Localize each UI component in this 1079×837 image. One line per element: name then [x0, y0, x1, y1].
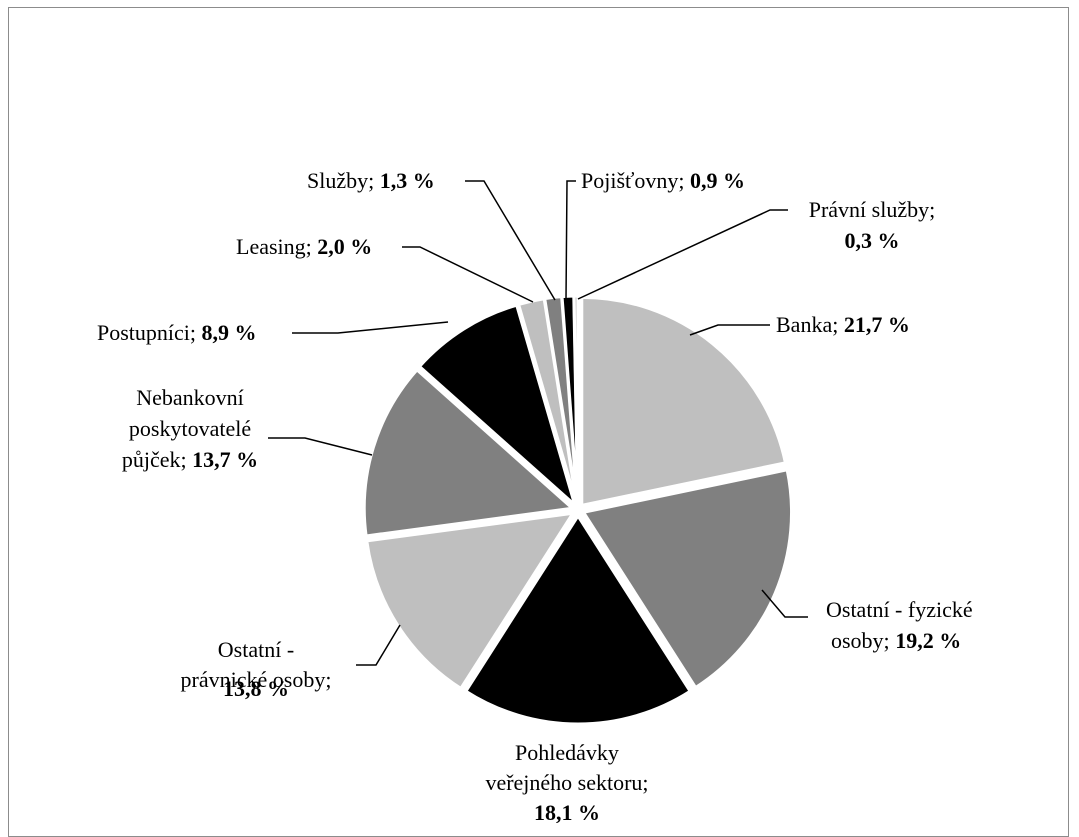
svg-text:veřejného sektoru;: veřejného sektoru;	[485, 770, 648, 795]
label-verejny-sektor: Pohledávky veřejného sektoru; 18,1 %	[485, 740, 648, 823]
svg-text:osoby; 19,2 %: osoby; 19,2 %	[831, 628, 961, 653]
leader-line-fyzicke	[761, 589, 808, 618]
label-nebankovni: Nebankovní poskytovatelé půjček; 13,7 %	[122, 385, 258, 472]
leader-line-sluzby	[465, 180, 556, 301]
label-fyzicke-osoby: Ostatní - fyzické osoby; 19,2 %	[826, 597, 973, 653]
pie-slices	[362, 294, 793, 726]
svg-text:Ostatní -: Ostatní -	[218, 637, 294, 662]
label-banka: Banka; 21,7 %	[776, 312, 910, 337]
leader-line-postupnici	[292, 321, 449, 334]
svg-text:0,3 %: 0,3 %	[845, 228, 900, 253]
leader-line-leasing	[402, 246, 534, 303]
label-leasing: Leasing; 2,0 %	[236, 234, 372, 259]
svg-text:půjček; 13,7 %: půjček; 13,7 %	[122, 447, 258, 472]
pie-slice-pr-vn-slu-by	[572, 294, 580, 505]
svg-text:Pohledávky: Pohledávky	[515, 740, 619, 765]
svg-text:13,8 %: 13,8 %	[223, 676, 289, 701]
leader-line-banka	[689, 324, 770, 336]
label-pravni-sluzby: Právní služby; 0,3 %	[809, 197, 936, 253]
pie-slice-postupn-ci	[417, 303, 578, 510]
label-pojistovny: Pojišťovny; 0,9 %	[581, 168, 745, 193]
leader-lines	[268, 180, 808, 666]
svg-text:Právní služby;: Právní služby;	[809, 197, 936, 222]
leader-line-nebankovni	[268, 437, 373, 456]
pie-slice-ostatn-fyzick-osoby	[581, 468, 793, 690]
label-sluzby: Služby; 1,3 %	[307, 168, 435, 193]
pie-slice-pohled-vky-ve-ejn-ho-sektoru	[463, 513, 693, 726]
pie-slice-ostatn-pr-vnick-osoby	[365, 511, 576, 691]
label-postupnici: Postupníci; 8,9 %	[97, 320, 257, 345]
label-pravnicke-osoby: Ostatní - právnické osoby; 13,8 %	[181, 637, 332, 701]
svg-text:poskytovatelé: poskytovatelé	[129, 416, 251, 441]
svg-text:Nebankovní: Nebankovní	[136, 385, 244, 410]
leader-line-pravni-sluzby	[577, 209, 788, 300]
svg-text:Ostatní - fyzické: Ostatní - fyzické	[826, 597, 973, 622]
leader-line-pojistovny	[565, 180, 576, 300]
svg-text:právnické osoby;: právnické osoby;	[181, 667, 332, 692]
svg-text:18,1 %: 18,1 %	[534, 800, 600, 823]
leader-line-pravnicke	[356, 624, 401, 666]
pie-slice-nebankovn-poskytovatel-p-j-ek	[362, 367, 576, 538]
pie-slice-banka	[580, 295, 788, 508]
